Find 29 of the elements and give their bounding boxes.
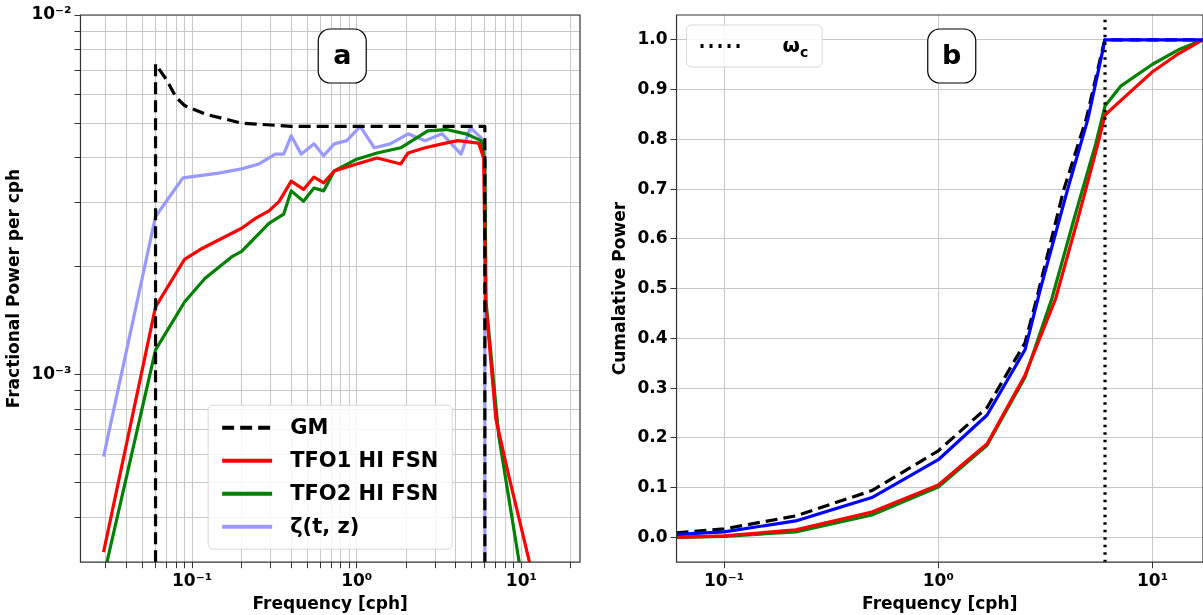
y-axis-title: Cumalative Power <box>608 201 629 376</box>
x-tick-label: 10⁰ <box>341 569 373 590</box>
y-tick-label: 0.5 <box>637 277 668 298</box>
y-tick-label: 0.6 <box>637 227 668 248</box>
y-tick-label: 0.7 <box>637 177 668 198</box>
x-axis-title: Frequency [cph] <box>862 593 1018 614</box>
legend-label: GM <box>290 415 329 440</box>
x-tick-label: 10⁻¹ <box>172 569 213 590</box>
x-tick-label: 10⁰ <box>922 569 954 590</box>
y-axis-title: Fractional Power per cph <box>2 168 23 409</box>
y-tick-label: 0.0 <box>637 525 668 546</box>
y-tick-label: 0.1 <box>637 476 668 496</box>
legend-label: TFO1 HI FSN <box>290 448 439 473</box>
y-tick-label: 1.0 <box>637 28 668 49</box>
y-tick-label: 10⁻² <box>31 3 72 24</box>
y-tick-label: 0.9 <box>637 78 668 99</box>
annotation: b <box>942 39 962 71</box>
legend-label: ζ(t, z) <box>290 514 360 539</box>
y-tick-label: 0.3 <box>637 376 668 397</box>
x-tick-label: 10⁻¹ <box>704 569 745 590</box>
x-tick-label: 10¹ <box>1136 569 1169 590</box>
y-tick-label: 0.8 <box>637 127 668 148</box>
legend-label: TFO2 HI FSN <box>290 481 439 506</box>
annotation: a <box>333 39 352 71</box>
x-tick-label: 10¹ <box>505 569 537 590</box>
y-tick-label: 0.2 <box>637 426 668 447</box>
x-axis-title: Frequency [cph] <box>252 593 408 614</box>
y-tick-label: 10⁻³ <box>31 362 72 383</box>
y-tick-label: 0.4 <box>637 326 668 347</box>
